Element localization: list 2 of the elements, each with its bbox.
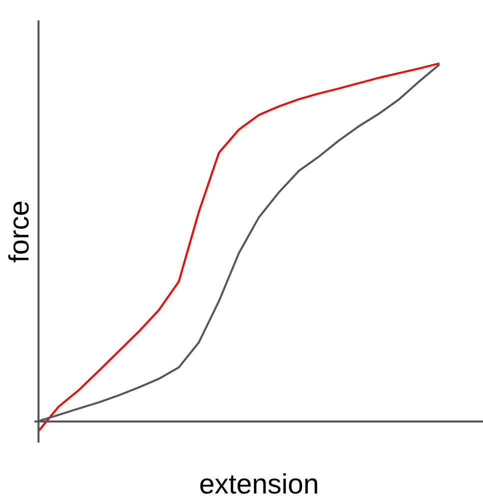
x-axis-title: extension xyxy=(199,468,319,500)
y-axis-title: force xyxy=(4,200,34,263)
